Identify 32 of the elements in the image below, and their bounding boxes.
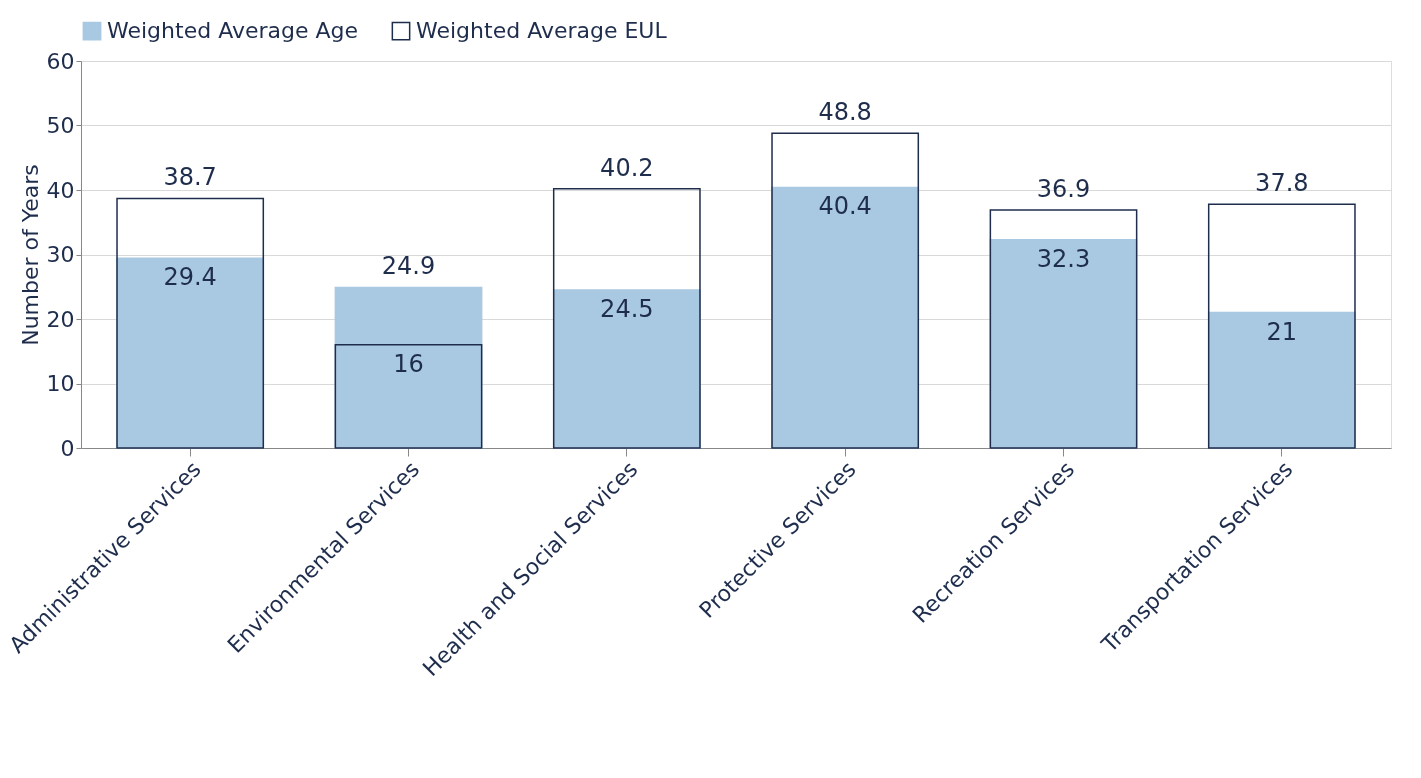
bar: [552, 289, 701, 449]
data-label: 21: [1266, 317, 1298, 346]
legend-label: Weighted Average EUL: [416, 18, 668, 44]
bar: [334, 344, 483, 449]
y-axis-title: Number of Years: [17, 164, 43, 346]
legend-label: Weighted Average Age: [107, 18, 359, 44]
data-label: 24.9: [381, 252, 436, 281]
data-label: 29.4: [163, 263, 217, 292]
bar: [771, 132, 920, 449]
data-label: 16: [393, 349, 424, 378]
data-label: 37.8: [1255, 169, 1309, 198]
y-tick-label: 60: [46, 48, 75, 74]
bar: [771, 186, 920, 449]
data-label: 48.8: [818, 98, 872, 127]
data-label: 38.7: [163, 163, 217, 192]
bar: [116, 257, 265, 449]
y-tick-label: 10: [46, 371, 75, 396]
bar: [116, 197, 265, 449]
data-label: 36.9: [1036, 174, 1091, 203]
y-tick-label: 40: [46, 177, 75, 203]
y-tick-label: 50: [46, 113, 75, 138]
bar: [552, 187, 701, 449]
bar: [334, 286, 483, 449]
y-tick-label: 20: [46, 306, 75, 332]
data-label: 32.3: [1036, 244, 1091, 273]
y-tick-label: 0: [60, 435, 75, 461]
bar: [1207, 203, 1356, 449]
bar: [1207, 311, 1356, 449]
data-label: 40.2: [600, 153, 654, 182]
data-label: 40.4: [818, 192, 872, 221]
data-label: 24.5: [600, 294, 654, 323]
y-tick-label: 30: [46, 242, 75, 267]
